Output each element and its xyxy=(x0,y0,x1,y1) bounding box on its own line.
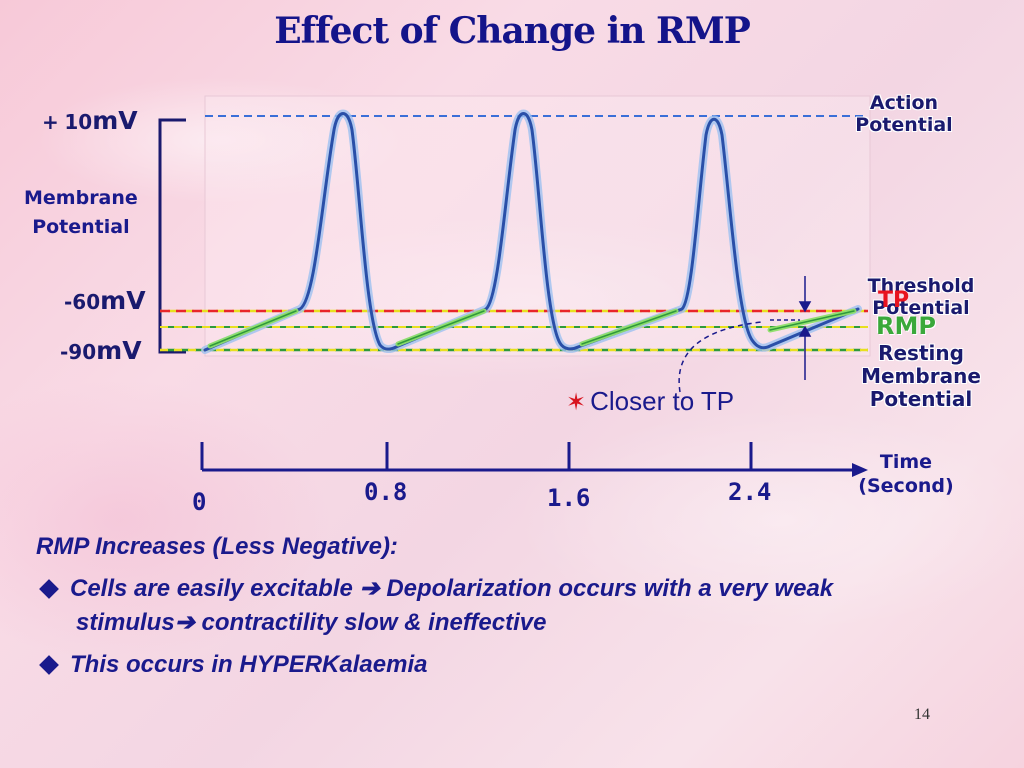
label-action-potential: Action Potential xyxy=(855,92,953,136)
label-rmp: RMP xyxy=(876,312,936,340)
diamond-bullet-icon xyxy=(39,578,59,599)
label-plus-10mv: + 10mV xyxy=(42,106,138,135)
star-icon: ✶ xyxy=(566,389,587,416)
bullet-heading: RMP Increases (Less Negative): xyxy=(36,533,398,560)
page-number: 14 xyxy=(914,706,930,723)
tick-label-0-8: 0.8 xyxy=(364,478,408,506)
action-potential-curve xyxy=(201,109,862,354)
tick-label-1-6: 1.6 xyxy=(547,484,591,512)
label-minus-60mv: -60mV xyxy=(64,286,146,315)
tick-label-2-4: 2.4 xyxy=(728,478,772,506)
prepotential-ramps-core xyxy=(209,310,855,347)
time-axis-label: Time (Second) xyxy=(858,451,954,497)
membrane-potential-label: Membrane Potential xyxy=(24,187,138,238)
annotation-closer-to-tp: ✶ Closer to TP xyxy=(566,386,735,416)
diamond-bullet-icon xyxy=(39,654,59,675)
label-tp: TP xyxy=(878,288,910,313)
arrow-right-icon: ➔ xyxy=(359,575,380,602)
bullet-item-1: Cells are easily excitable ➔ Depolarizat… xyxy=(36,572,996,606)
time-axis-arrowhead xyxy=(852,463,868,477)
label-threshold-potential: Threshold Potential xyxy=(867,275,975,319)
explanation-text: RMP Increases (Less Negative): Cells are… xyxy=(36,530,996,682)
potential-bracket xyxy=(158,118,186,354)
slide-title: Effect of Change in RMP xyxy=(274,10,751,52)
label-minus-90mv: -90mV xyxy=(60,336,142,365)
label-resting-membrane-potential: Resting Membrane Potential xyxy=(861,341,981,411)
bullet-item-1-line-2: stimulus➔ contractility slow & ineffecti… xyxy=(76,609,547,636)
tick-label-0: 0 xyxy=(192,488,207,516)
annotation-pointer xyxy=(678,321,763,393)
gap-indicator xyxy=(770,276,812,380)
arrow-right-icon: ➔ xyxy=(174,609,195,636)
time-axis xyxy=(200,442,858,472)
bullet-item-2: This occurs in HYPERKalaemia xyxy=(36,648,996,682)
